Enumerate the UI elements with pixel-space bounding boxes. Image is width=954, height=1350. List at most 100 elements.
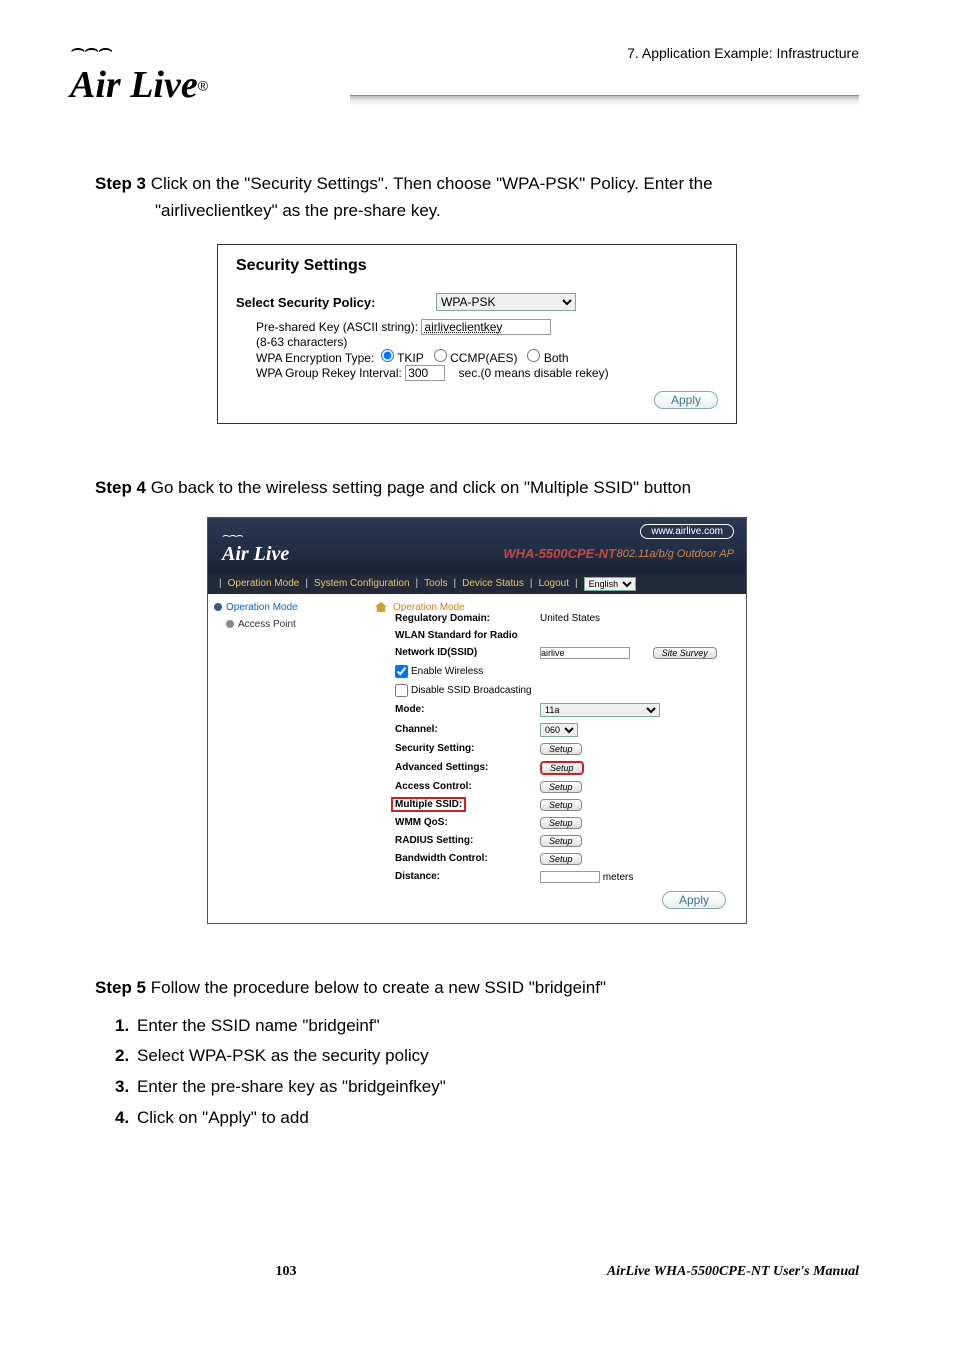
- apply2-button[interactable]: Apply: [662, 891, 726, 909]
- side-ap[interactable]: Access Point: [214, 619, 357, 630]
- mnu-op[interactable]: Operation Mode: [228, 578, 300, 589]
- list-item: 2.Select WPA-PSK as the security policy: [95, 1041, 859, 1072]
- dist-row: Distance: meters: [375, 871, 734, 883]
- wlan-row: WLAN Standard for Radio: [375, 630, 734, 641]
- sep: |: [219, 578, 222, 589]
- list-text: Select WPA-PSK as the security policy: [137, 1046, 429, 1065]
- mode-label: Mode:: [375, 704, 540, 715]
- step5: Step 5 Follow the procedure below to cre…: [95, 974, 859, 1001]
- disable-bcast-row: Disable SSID Broadcasting: [375, 684, 734, 697]
- enc-row: WPA Encryption Type: TKIP CCMP(AES) Both: [236, 349, 718, 365]
- mnu-tools[interactable]: Tools: [424, 578, 447, 589]
- list-num: 4.: [115, 1103, 137, 1134]
- logo-text: Air Live: [70, 64, 198, 106]
- sep: |: [575, 578, 578, 589]
- enc-tkip: TKIP: [397, 351, 424, 365]
- step4: Step 4 Go back to the wireless setting p…: [95, 474, 859, 501]
- ui-main: Operation Mode Regulatory Domain: United…: [363, 594, 746, 923]
- mssid-setup-button[interactable]: Setup: [540, 799, 582, 811]
- model-label: WHA-5500CPE-NT: [503, 546, 616, 561]
- list-num: 2.: [115, 1041, 137, 1072]
- psk-row: Pre-shared Key (ASCII string):: [236, 319, 718, 335]
- ui-menubar: | Operation Mode | System Configuration …: [208, 574, 746, 594]
- step4-label: Step 4: [95, 478, 146, 497]
- sep: |: [454, 578, 457, 589]
- lang-wrap: English: [584, 577, 636, 591]
- step5-text: Follow the procedure below to create a n…: [146, 978, 606, 997]
- disable-bcast-label: Disable SSID Broadcasting: [411, 685, 532, 696]
- psk-input[interactable]: [421, 319, 551, 335]
- rekey-row: WPA Group Rekey Interval: sec.(0 means d…: [236, 365, 718, 381]
- security-title: Security Settings: [236, 257, 718, 275]
- enable-wireless-checkbox[interactable]: [395, 665, 408, 678]
- dist-input[interactable]: [540, 871, 600, 883]
- chan-select[interactable]: 060: [540, 723, 578, 737]
- mnu-logout[interactable]: Logout: [538, 578, 569, 589]
- lang-select[interactable]: English: [584, 577, 636, 591]
- step5-label: Step 5: [95, 978, 146, 997]
- list-item: 4.Click on "Apply" to add: [95, 1103, 859, 1134]
- adv-setup-button[interactable]: Setup: [540, 761, 584, 775]
- side-opmode[interactable]: Operation Mode: [214, 602, 357, 613]
- chan-row: Channel: 060: [375, 723, 734, 737]
- sec-setup-button[interactable]: Setup: [540, 743, 582, 755]
- enc-ccmp: CCMP(AES): [450, 351, 517, 365]
- list-item: 1.Enter the SSID name "bridgeinf": [95, 1011, 859, 1042]
- step3: Step 3 Click on the "Security Settings".…: [95, 170, 859, 224]
- airlive-logo: ⌢⌢⌢ Air Live®: [70, 35, 208, 107]
- ssid-input[interactable]: [540, 647, 630, 659]
- step3-text-a: Click on the "Security Settings". Then c…: [146, 174, 713, 193]
- sep: |: [530, 578, 533, 589]
- acc-setup-button[interactable]: Setup: [540, 781, 582, 793]
- radius-setup-button[interactable]: Setup: [540, 835, 582, 847]
- apply2-wrap: Apply: [375, 889, 734, 913]
- enc-both-radio[interactable]: [527, 349, 540, 362]
- dist-label: Distance:: [375, 871, 540, 882]
- disable-bcast-checkbox[interactable]: [395, 684, 408, 697]
- list-text: Enter the SSID name "bridgeinf": [137, 1016, 380, 1035]
- acc-row: Access Control: Setup: [375, 781, 734, 793]
- www-link[interactable]: www.airlive.com: [640, 524, 734, 539]
- enc-tkip-radio[interactable]: [381, 349, 394, 362]
- ui-logo-arc: ⌢⌢⌢: [222, 528, 289, 543]
- bw-label: Bandwidth Control:: [375, 853, 540, 864]
- operation-mode-screenshot: ⌢⌢⌢ Air Live www.airlive.com WHA-5500CPE…: [207, 517, 747, 924]
- policy-label: Select Security Policy:: [236, 295, 436, 310]
- enable-wireless-row: Enable Wireless: [375, 665, 734, 678]
- sep: |: [305, 578, 308, 589]
- chan-label: Channel:: [375, 724, 540, 735]
- mnu-dev[interactable]: Device Status: [462, 578, 524, 589]
- enable-wireless-label: Enable Wireless: [411, 666, 483, 677]
- bw-setup-button[interactable]: Setup: [540, 853, 582, 865]
- apply-button[interactable]: Apply: [654, 391, 718, 409]
- ui-logo-text: Air Live: [222, 543, 289, 565]
- apply-wrap: Apply: [236, 391, 718, 409]
- rekey-unit: sec.(0 means disable rekey): [459, 366, 609, 380]
- site-survey-button[interactable]: Site Survey: [653, 647, 717, 659]
- psk-label: Pre-shared Key (ASCII string):: [256, 320, 418, 334]
- bullet-icon: [226, 620, 234, 628]
- policy-row: Select Security Policy: WPA-PSK: [236, 293, 718, 311]
- adv-row: Advanced Settings: Setup: [375, 761, 734, 775]
- wmm-row: WMM QoS: Setup: [375, 817, 734, 829]
- sep: |: [416, 578, 419, 589]
- ui-sidebar: Operation Mode Access Point: [208, 594, 363, 923]
- mode-row: Mode: 11a: [375, 703, 734, 717]
- bullet-icon: [214, 603, 222, 611]
- security-settings-panel: Security Settings Select Security Policy…: [217, 244, 737, 424]
- reg-val: United States: [540, 613, 734, 624]
- rekey-input[interactable]: [405, 365, 445, 381]
- radius-row: RADIUS Setting: Setup: [375, 835, 734, 847]
- home-icon: [375, 602, 387, 612]
- rekey-label: WPA Group Rekey Interval:: [256, 366, 402, 380]
- enc-ccmp-radio[interactable]: [434, 349, 447, 362]
- psk-note: (8-63 characters): [236, 335, 718, 349]
- step3-label: Step 3: [95, 174, 146, 193]
- mnu-sys[interactable]: System Configuration: [314, 578, 410, 589]
- page-header: ⌢⌢⌢ Air Live® 7. Application Example: In…: [0, 0, 954, 120]
- mode-select[interactable]: 11a: [540, 703, 660, 717]
- policy-select[interactable]: WPA-PSK: [436, 293, 576, 311]
- main-op-heading: Operation Mode: [375, 602, 734, 613]
- enc-label: WPA Encryption Type:: [256, 351, 374, 365]
- wmm-setup-button[interactable]: Setup: [540, 817, 582, 829]
